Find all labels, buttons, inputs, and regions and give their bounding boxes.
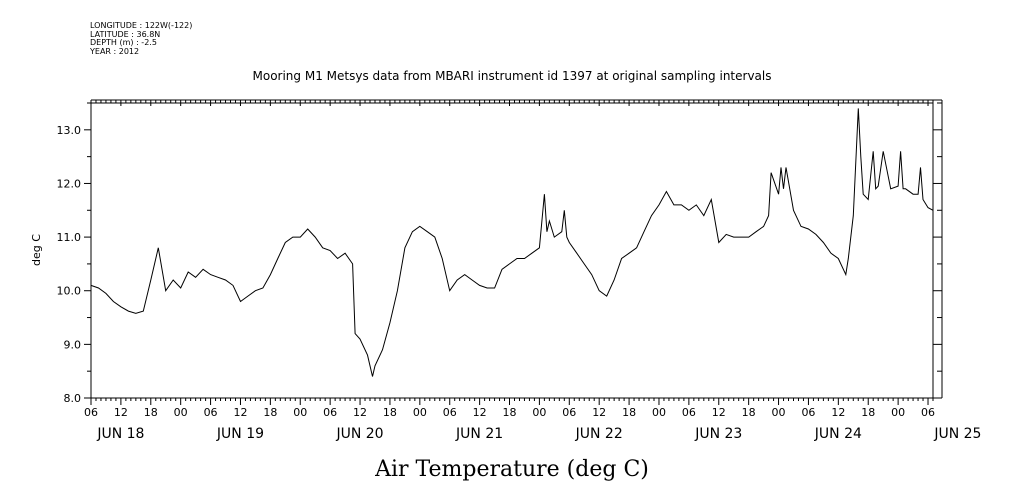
x-tick-label: 12 [353, 406, 367, 419]
y-tick-label: 12.0 [57, 177, 82, 190]
x-tick-label: 18 [861, 406, 875, 419]
plot-frame [90, 99, 943, 399]
x-tick-label: 18 [383, 406, 397, 419]
x-day-label: JUN 25 [933, 426, 981, 442]
depth-label: DEPTH (m) : -2.5 [90, 38, 157, 47]
x-day-label: JUN 23 [694, 426, 742, 442]
latitude-label: LATITUDE : 36.8N [90, 29, 161, 39]
x-axis: 06 12 18 00 06 12 18 00 06 12 18 00 06 12 18 00 06 12 18 00… [84, 100, 981, 442]
x-tick-label: 06 [84, 406, 98, 419]
longitude-label: LONGITUDE : 122W(-122) [90, 21, 193, 30]
x-tick-label: 12 [233, 406, 247, 419]
y-tick-label: 9.0 [64, 338, 82, 351]
y-axis-label: deg C [30, 234, 43, 266]
year-label: YEAR : 2012 [90, 46, 140, 56]
plot-border [90, 102, 934, 399]
chart-title: Mooring M1 Metsys data from MBARI instru… [253, 69, 772, 83]
x-tick-label: 00 [652, 406, 666, 419]
y-tick-label: 8.0 [64, 392, 82, 405]
x-day-label: JUN 24 [814, 426, 862, 442]
x-tick-label: 06 [801, 406, 815, 419]
x-day-label: JUN 22 [575, 426, 623, 442]
x-tick-label: 00 [532, 406, 546, 419]
x-tick-label: 00 [174, 406, 188, 419]
x-tick-label: 18 [263, 406, 277, 419]
x-axis-label: Air Temperature (deg C) [374, 457, 649, 482]
x-day-label: JUN 20 [335, 426, 383, 442]
x-tick-label: 06 [682, 406, 696, 419]
x-day-label: JUN 19 [216, 426, 264, 442]
x-tick-label: 06 [443, 406, 457, 419]
x-tick-label: 00 [891, 406, 905, 419]
x-tick-label: 12 [831, 406, 845, 419]
x-tick-label: 18 [144, 406, 158, 419]
x-day-label: JUN 21 [455, 426, 503, 442]
x-tick-label: 18 [503, 406, 517, 419]
x-tick-label: 06 [323, 406, 337, 419]
x-tick-label: 12 [114, 406, 128, 419]
x-tick-label: 00 [293, 406, 307, 419]
x-tick-label: 06 [562, 406, 576, 419]
x-tick-label: 12 [592, 406, 606, 419]
x-day-label: JUN 18 [96, 426, 144, 442]
x-tick-label: 06 [921, 406, 935, 419]
x-tick-label: 18 [742, 406, 756, 419]
air-temperature-line [90, 108, 934, 377]
y-tick-label: 10.0 [57, 285, 82, 298]
y-tick-label: 13.0 [57, 124, 82, 137]
x-tick-label: 12 [473, 406, 487, 419]
x-tick-label: 00 [772, 406, 786, 419]
x-tick-label: 18 [622, 406, 636, 419]
metadata-block: LONGITUDE : 122W(-122) LATITUDE : 36.8N … [90, 21, 193, 56]
x-tick-label: 06 [204, 406, 218, 419]
y-axis: 8.0 9.0 10.0 11.0 12.0 13.0 [57, 102, 942, 405]
x-tick-label: 00 [413, 406, 427, 419]
x-tick-label: 12 [712, 406, 726, 419]
y-tick-label: 11.0 [57, 231, 82, 244]
